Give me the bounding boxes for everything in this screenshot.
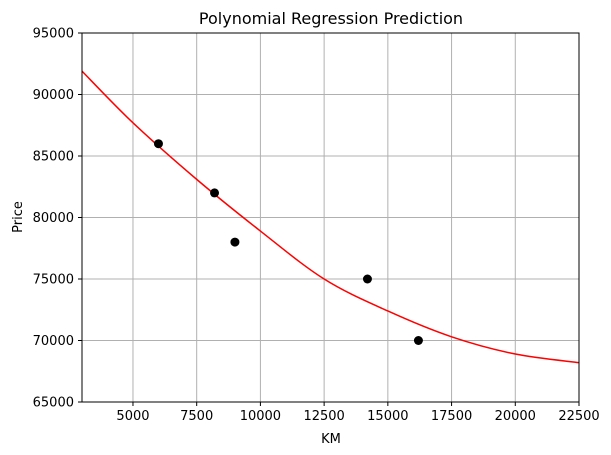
y-tick-label: 65000 (33, 396, 74, 411)
y-tick-label: 90000 (33, 88, 74, 103)
x-tick-label: 20000 (495, 409, 536, 424)
grid-lines (82, 32, 580, 403)
y-tick-label: 85000 (33, 150, 74, 165)
data-point (413, 336, 423, 345)
plot-content (81, 70, 580, 364)
x-tick-label: 10000 (240, 409, 281, 424)
x-axis-ticks: 5000 7500 10000 12500 15000 17500 20000 22500 (116, 402, 600, 424)
regression-curve (81, 70, 580, 364)
y-axis-ticks: 65000 70000 75000 80000 85000 90000 95000 (33, 27, 82, 411)
x-axis-label: KM (321, 432, 341, 447)
data-point (153, 139, 163, 149)
x-tick-label: 12500 (303, 409, 344, 424)
data-point (210, 188, 220, 198)
x-tick-label: 15000 (367, 409, 408, 424)
y-tick-label: 95000 (33, 27, 74, 42)
y-tick-label: 80000 (33, 211, 74, 226)
x-tick-label: 7500 (180, 409, 213, 424)
y-tick-label: 75000 (33, 273, 74, 288)
x-tick-label: 17500 (431, 409, 472, 424)
chart-title: Polynomial Regression Prediction (199, 9, 463, 28)
data-point (230, 237, 240, 247)
x-tick-label: 22500 (558, 409, 599, 424)
y-tick-label: 70000 (33, 334, 74, 349)
y-axis-label: Price (11, 201, 26, 233)
x-tick-label: 5000 (116, 409, 149, 424)
data-point (362, 274, 372, 284)
